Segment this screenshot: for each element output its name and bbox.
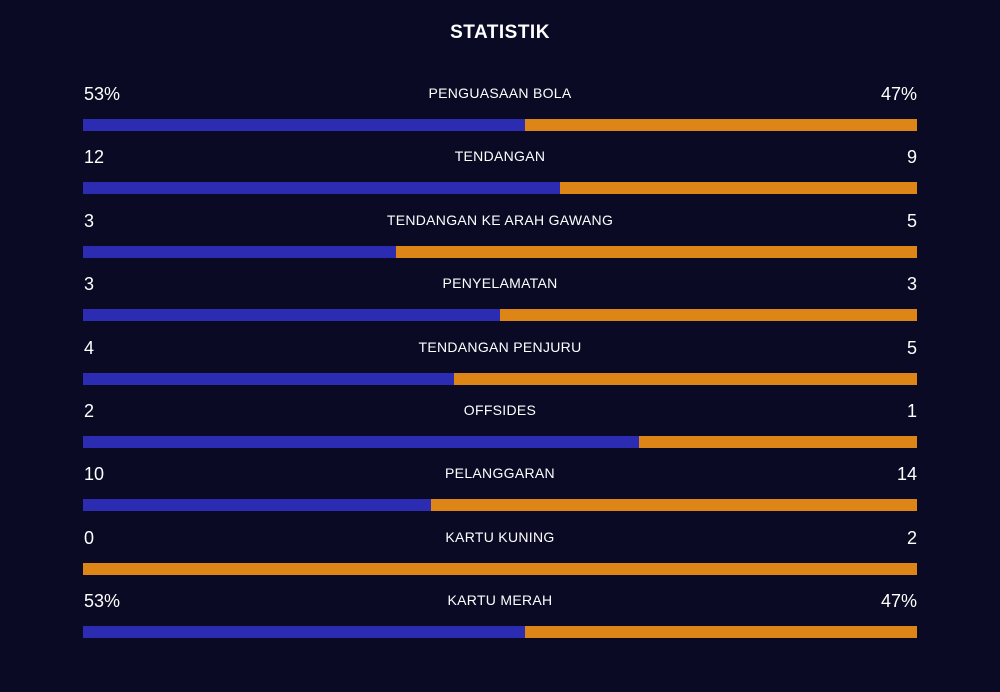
stat-label: TENDANGAN PENJURU — [418, 338, 582, 355]
stat-label: TENDANGAN KE ARAH GAWANG — [386, 211, 614, 228]
home-bar-segment — [83, 245, 396, 258]
stat-row-shots-on-target: 3 TENDANGAN KE ARAH GAWANG 5 — [83, 205, 917, 268]
away-value: 5 — [906, 210, 917, 231]
away-bar-segment — [525, 119, 917, 131]
stat-label: PENGUASAAN BOLA — [428, 85, 572, 101]
home-bar-segment — [83, 119, 526, 131]
comparison-bar — [83, 562, 917, 575]
home-bar-segment — [83, 309, 500, 322]
comparison-bar — [83, 499, 917, 512]
stat-label: PENYELAMATAN — [442, 275, 558, 292]
away-value: 9 — [906, 147, 917, 168]
home-value: 53% — [84, 591, 121, 612]
stat-row-yellow-cards: 0 KARTU KUNING 2 — [83, 522, 917, 585]
away-value: 2 — [906, 527, 917, 548]
stat-label: KARTU KUNING — [445, 528, 555, 545]
away-bar-segment — [559, 182, 917, 195]
away-value: 5 — [906, 337, 917, 358]
stat-row-corners: 4 TENDANGAN PENJURU 5 — [83, 332, 917, 395]
comparison-bar — [83, 119, 917, 131]
home-bar-segment — [83, 626, 526, 639]
page-title: STATISTIK — [450, 22, 550, 43]
stats-list: 53% PENGUASAAN BOLA 47% 12 TENDANGAN 9 3… — [83, 78, 917, 649]
comparison-bar — [83, 309, 917, 322]
stat-row-offsides: 2 OFFSIDES 1 — [83, 395, 917, 458]
away-bar-segment — [500, 309, 917, 322]
home-value: 12 — [84, 147, 105, 168]
home-value: 2 — [84, 400, 95, 421]
away-bar-segment — [83, 562, 917, 575]
comparison-bar — [83, 435, 917, 448]
stat-row-fouls: 10 PELANGGARAN 14 — [83, 458, 917, 521]
away-value: 14 — [896, 464, 917, 485]
away-bar-segment — [453, 372, 917, 385]
comparison-bar — [83, 372, 917, 385]
home-bar-segment — [83, 435, 639, 448]
away-bar-segment — [395, 245, 917, 258]
stat-row-shots: 12 TENDANGAN 9 — [83, 141, 917, 204]
stat-row-red-cards: 53% KARTU MERAH 47% — [83, 585, 917, 648]
home-value: 3 — [84, 210, 95, 231]
away-bar-segment — [638, 435, 917, 448]
home-value: 10 — [84, 464, 105, 485]
home-bar-segment — [83, 182, 560, 195]
stat-label: PELANGGARAN — [445, 465, 555, 482]
stat-label: OFFSIDES — [463, 401, 537, 418]
away-value: 47% — [880, 84, 917, 104]
home-value: 0 — [84, 527, 95, 548]
comparison-bar — [83, 245, 917, 258]
comparison-bar — [83, 182, 917, 195]
home-value: 53% — [84, 84, 121, 104]
away-value: 47% — [880, 591, 917, 612]
away-value: 1 — [906, 400, 917, 421]
home-value: 3 — [84, 274, 95, 295]
stat-label: KARTU MERAH — [447, 592, 553, 609]
away-bar-segment — [525, 626, 917, 639]
home-bar-segment — [83, 499, 431, 512]
away-value: 3 — [906, 274, 917, 295]
stat-row-saves: 3 PENYELAMATAN 3 — [83, 268, 917, 331]
home-bar-segment — [83, 372, 454, 385]
stat-label: TENDANGAN — [454, 148, 546, 165]
stat-row-ball-possession: 53% PENGUASAAN BOLA 47% — [83, 78, 917, 141]
comparison-bar — [83, 626, 917, 639]
home-value: 4 — [84, 337, 95, 358]
away-bar-segment — [430, 499, 917, 512]
